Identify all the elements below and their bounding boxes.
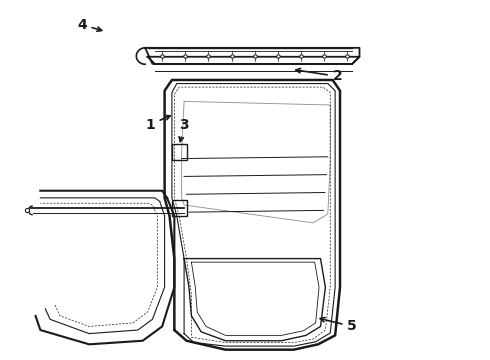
Text: 5: 5	[320, 318, 357, 333]
Text: 1: 1	[145, 116, 170, 132]
Text: 3: 3	[179, 118, 189, 141]
Text: 2: 2	[296, 68, 343, 84]
Text: 4: 4	[77, 18, 102, 32]
